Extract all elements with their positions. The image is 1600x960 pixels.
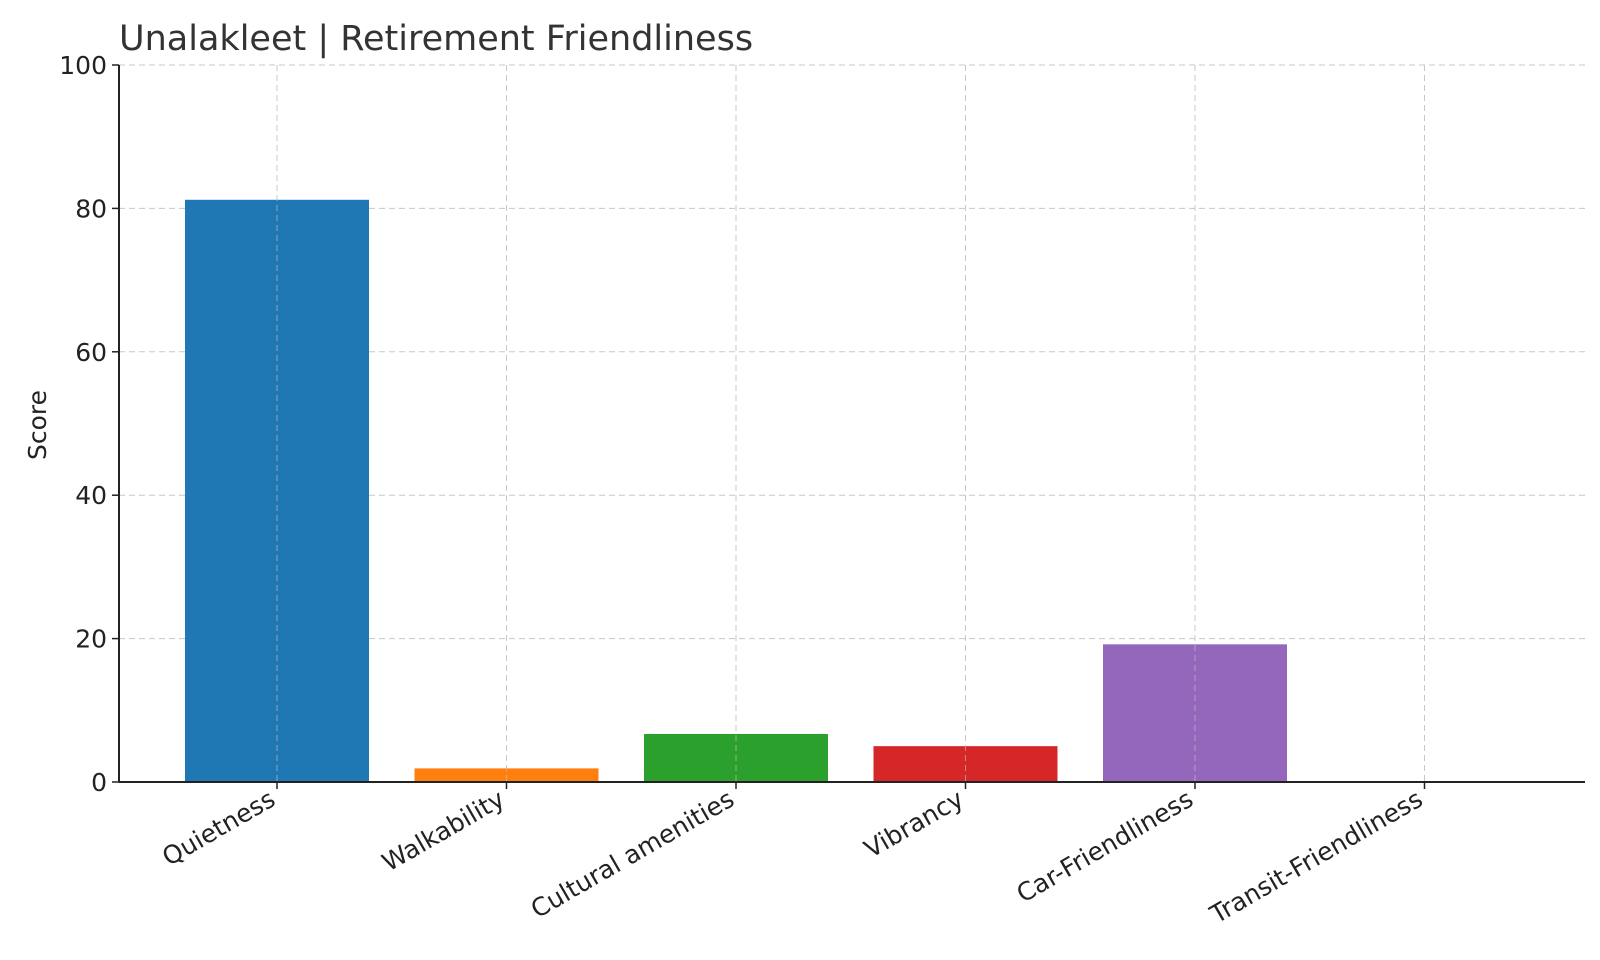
chart-title: Unalakleet | Retirement Friendliness bbox=[119, 19, 753, 59]
x-tick-label: Transit-Friendliness bbox=[1204, 784, 1427, 930]
y-tick-label: 60 bbox=[75, 338, 107, 367]
y-tick-label: 40 bbox=[75, 481, 107, 510]
y-tick-label: 20 bbox=[75, 625, 107, 654]
bar-car-friendliness bbox=[1103, 644, 1287, 782]
y-tick-label: 0 bbox=[91, 768, 107, 797]
y-tick-labels: 0 20 40 60 80 100 bbox=[59, 51, 107, 797]
x-tick-label: Walkability bbox=[377, 784, 509, 877]
x-tick-labels: Quietness Walkability Cultural amenities Vi… bbox=[157, 784, 1427, 930]
x-tick-label: Quietness bbox=[157, 784, 280, 872]
y-tick-label: 100 bbox=[59, 51, 107, 80]
axes bbox=[112, 64, 1585, 789]
x-tick-label: Cultural amenities bbox=[526, 784, 739, 924]
bars bbox=[185, 65, 1425, 782]
y-tick-label: 80 bbox=[75, 194, 107, 223]
y-axis-label: Score bbox=[23, 390, 52, 460]
x-tick-label: Car-Friendliness bbox=[1012, 784, 1198, 908]
x-tick-label: Vibrancy bbox=[859, 784, 968, 864]
